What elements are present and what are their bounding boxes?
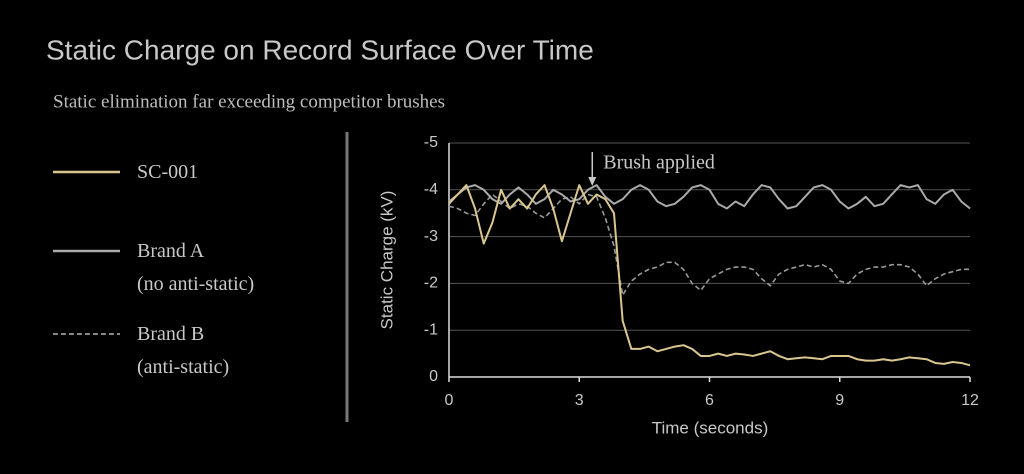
y-tick-label: 0 <box>429 368 438 385</box>
x-tick-label: 9 <box>835 392 844 409</box>
chart-subtitle: Static elimination far exceeding competi… <box>53 91 445 112</box>
x-tick-label: 12 <box>961 392 979 409</box>
x-tick-label: 3 <box>575 392 584 409</box>
y-tick-label: -1 <box>424 321 438 338</box>
y-axis-label: Static Charge (kV) <box>377 191 396 330</box>
x-tick-label: 0 <box>445 392 454 409</box>
annotation-arrowhead <box>588 177 597 186</box>
series-line <box>448 184 971 367</box>
annotation-text: Brush applied <box>603 152 715 174</box>
series-line <box>448 184 971 210</box>
y-tick-label: -2 <box>424 275 438 292</box>
y-tick-label: -3 <box>424 228 438 245</box>
legend-label: Brand A (no anti-static) <box>137 240 255 295</box>
legend-label: SC-001 <box>137 161 199 183</box>
y-tick-label: -5 <box>424 134 438 151</box>
series-line <box>448 193 970 296</box>
x-tick-label: 6 <box>705 392 714 409</box>
chart-title: Static Charge on Record Surface Over Tim… <box>46 34 594 65</box>
y-tick-label: -4 <box>424 181 438 198</box>
x-axis-label: Time (seconds) <box>652 418 769 437</box>
legend-label: Brand B (anti-static) <box>137 323 230 378</box>
